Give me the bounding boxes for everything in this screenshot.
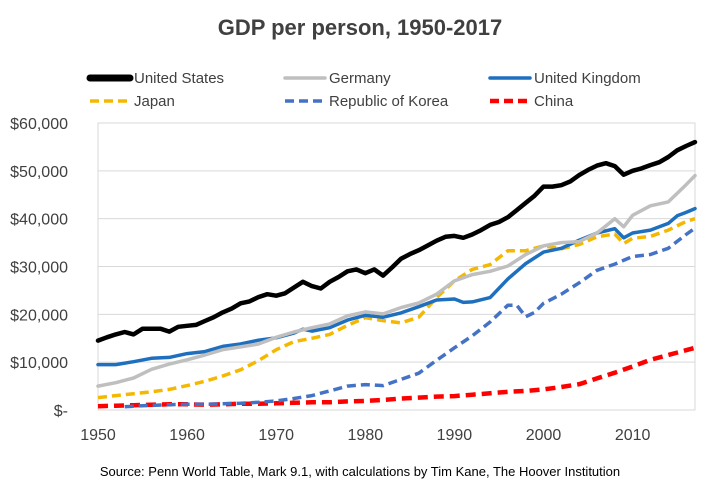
y-tick-label: $20,000 — [10, 307, 68, 324]
chart-title: GDP per person, 1950-2017 — [218, 15, 503, 40]
chart-grid — [98, 170, 695, 363]
x-tick-label: 2000 — [526, 427, 562, 444]
y-tick-label: $30,000 — [10, 260, 68, 277]
legend-label: China — [534, 93, 574, 110]
y-tick-label: $60,000 — [10, 116, 68, 133]
y-tick-label: $10,000 — [10, 355, 68, 372]
legend-label: Germany — [329, 70, 391, 87]
series-line-germany — [96, 173, 697, 388]
y-axis-ticks: $- $10,000 $20,000 $30,000 $40,000 $50,000 $60… — [10, 116, 68, 420]
series-line-united-kingdom — [96, 206, 697, 367]
x-axis-ticks: 1950 1960 1970 1980 1990 2000 2010 — [80, 427, 650, 444]
y-tick-label: $- — [54, 403, 68, 420]
y-tick-label: $50,000 — [10, 164, 68, 181]
x-tick-label: 1990 — [437, 427, 473, 444]
x-tick-label: 1980 — [348, 427, 384, 444]
plot-area — [97, 122, 696, 411]
legend-label: Japan — [134, 93, 175, 110]
x-tick-label: 2010 — [615, 427, 651, 444]
series-line-japan — [97, 217, 696, 400]
legend-label: United Kingdom — [534, 70, 641, 87]
chart-source: Source: Penn World Table, Mark 9.1, with… — [100, 464, 620, 479]
chart-legend: United States Germany United Kingdom Japan R… — [86, 70, 641, 110]
x-tick-label: 1950 — [80, 427, 116, 444]
x-tick-label: 1960 — [169, 427, 205, 444]
series-line-united-states — [95, 139, 698, 343]
legend-label: United States — [134, 70, 224, 87]
x-tick-label: 1970 — [258, 427, 294, 444]
series-line-republic-of-korea — [124, 226, 697, 409]
chart-series — [95, 139, 698, 409]
y-tick-label: $40,000 — [10, 212, 68, 229]
legend-label: Republic of Korea — [329, 93, 449, 110]
series-line-china — [97, 345, 696, 409]
